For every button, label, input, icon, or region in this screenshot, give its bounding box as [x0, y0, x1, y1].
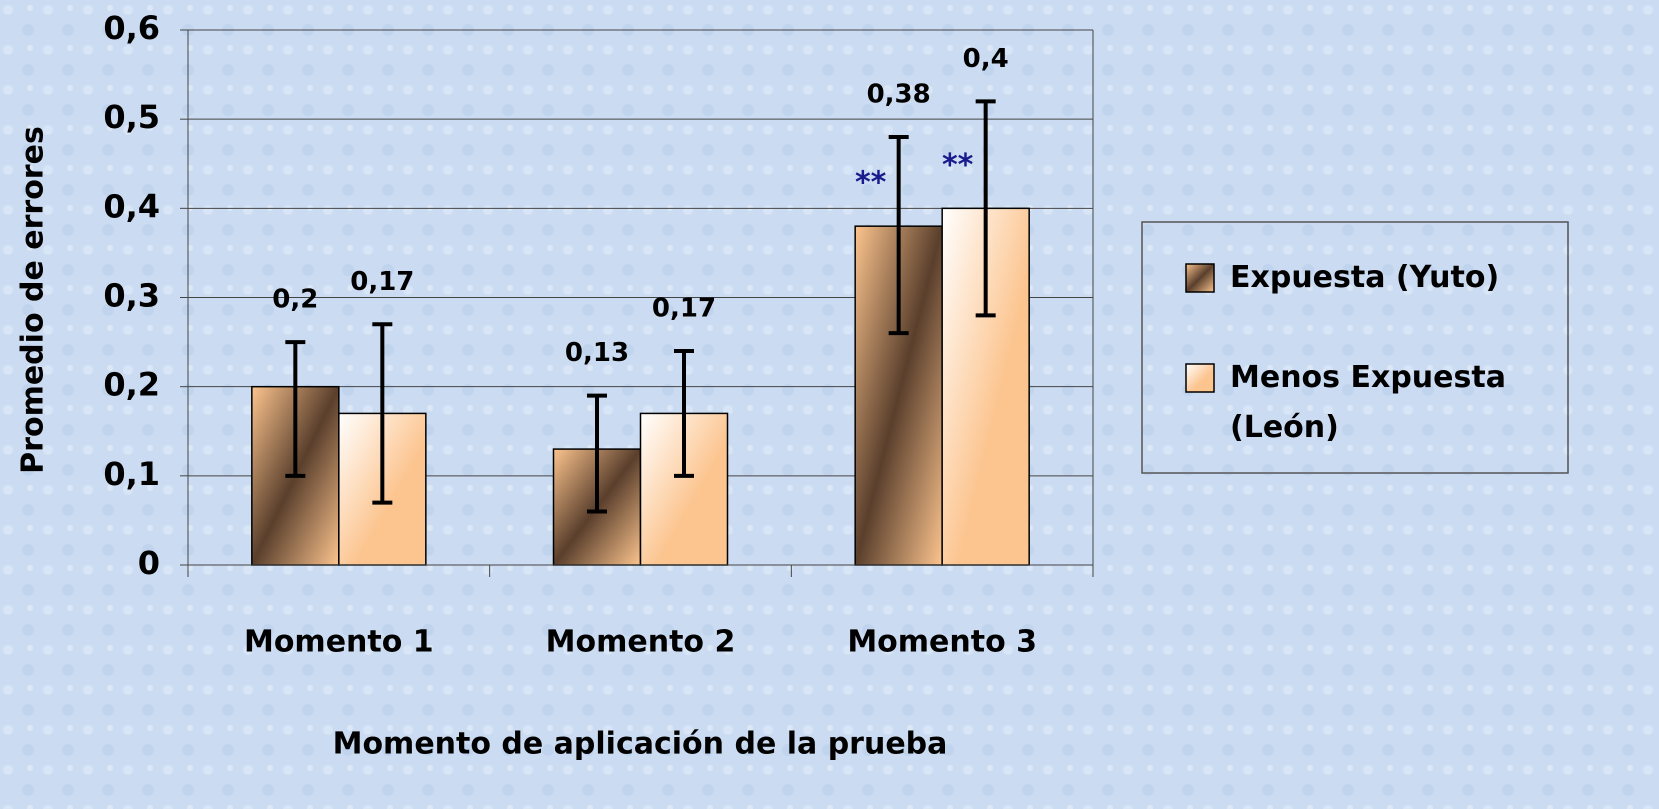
- x-tick-label: Momento 3: [847, 625, 1037, 660]
- data-label: 0,17: [652, 294, 716, 324]
- x-tick-label: Momento 1: [244, 625, 434, 660]
- y-tick-label: 0,3: [103, 277, 160, 315]
- data-label: 0,17: [350, 267, 414, 297]
- legend-label: Menos Expuesta (León): [1230, 360, 1506, 445]
- y-tick-label: 0,1: [103, 455, 160, 493]
- x-axis-title: Momento de aplicación de la prueba: [333, 727, 948, 762]
- legend-swatch: [1185, 263, 1215, 293]
- error-bar: [285, 340, 306, 478]
- data-label: 0,4: [963, 44, 1009, 74]
- data-label: 0,2: [272, 285, 318, 315]
- y-tick-label: 0: [138, 544, 160, 582]
- annotation: **: [855, 166, 887, 201]
- y-tick-label: 0,4: [103, 187, 160, 225]
- error-bar: [888, 135, 909, 336]
- y-axis-title: Promedio de errores: [16, 126, 51, 474]
- error-bar: [372, 322, 393, 505]
- y-tick-label: 0,5: [103, 98, 160, 136]
- data-label: 0,13: [565, 338, 629, 368]
- legend-box: [1141, 221, 1569, 474]
- data-label: 0,38: [867, 80, 931, 110]
- error-bar: [975, 99, 996, 318]
- annotation: **: [942, 148, 974, 183]
- legend-label: Expuesta (Yuto): [1230, 260, 1500, 295]
- y-tick-label: 0,6: [103, 9, 160, 47]
- error-bar: [587, 393, 607, 514]
- legend-swatch: [1185, 363, 1215, 393]
- x-tick-label: Momento 2: [546, 625, 736, 660]
- y-tick-label: 0,2: [103, 366, 160, 404]
- error-bar: [674, 349, 694, 478]
